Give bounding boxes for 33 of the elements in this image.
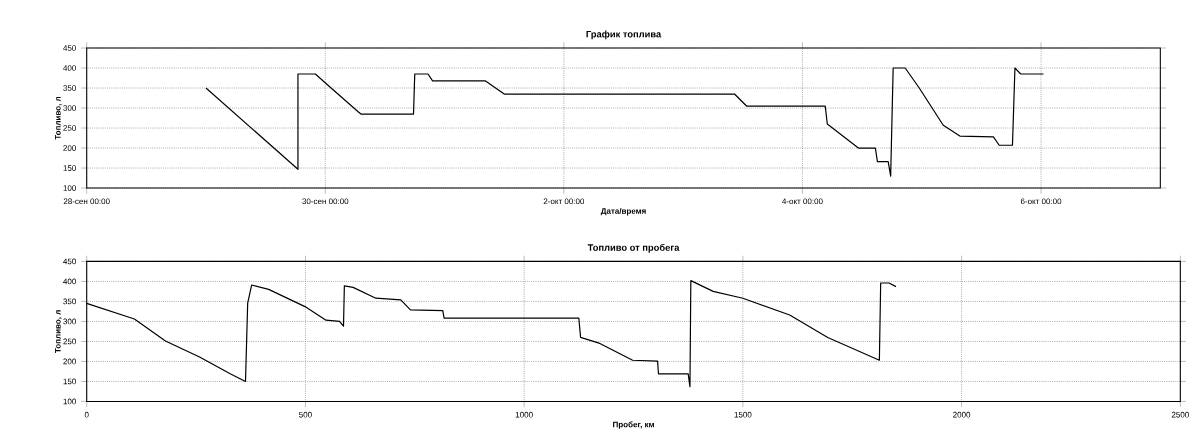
y-tick-label: 100	[63, 398, 76, 405]
x-tick-label: 2-окт 00:00	[543, 198, 585, 205]
x-tick-label: 2500	[1171, 411, 1189, 418]
x-tick-label: 0	[84, 411, 89, 418]
x-tick-label: 1500	[734, 411, 752, 418]
y-axis-title: Топливо, л	[55, 310, 62, 354]
x-tick-label: 30-сен 00:00	[302, 198, 349, 205]
chart-title: Топливо от пробега	[587, 244, 680, 253]
y-tick-label: 100	[63, 185, 76, 191]
y-tick-label: 300	[63, 105, 76, 111]
y-tick-label: 150	[63, 165, 76, 171]
chart-title: График топлива	[586, 30, 662, 40]
x-tick-label: 2000	[953, 411, 971, 418]
x-tick-label: 28-сен 00:00	[63, 198, 110, 205]
y-tick-label: 350	[63, 85, 76, 91]
y-tick-label: 400	[63, 278, 76, 285]
x-axis-title: Дата/время	[600, 208, 646, 216]
x-tick-label: 1000	[515, 411, 533, 418]
y-tick-label: 300	[63, 318, 76, 325]
y-tick-label: 150	[63, 378, 76, 385]
y-tick-label: 450	[63, 45, 76, 51]
y-tick-label: 200	[63, 145, 76, 151]
x-tick-label: 4-окт 00:00	[782, 198, 823, 205]
y-tick-label: 250	[63, 125, 76, 131]
y-tick-label: 450	[63, 258, 76, 265]
y-tick-label: 200	[63, 358, 76, 365]
y-axis-title: Топливо, л	[55, 97, 62, 140]
x-tick-label: 6-окт 00:00	[1020, 198, 1062, 205]
y-tick-label: 250	[63, 338, 76, 345]
y-tick-label: 400	[63, 65, 76, 71]
y-tick-label: 350	[63, 298, 76, 305]
x-axis-title: Пробег, км	[613, 421, 654, 429]
x-tick-label: 500	[299, 411, 312, 418]
